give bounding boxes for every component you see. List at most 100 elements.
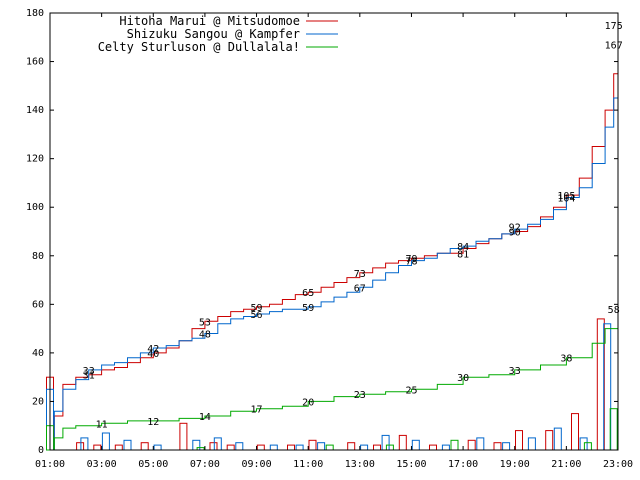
data-label-1-16: 67 — [354, 283, 366, 294]
bar-0-25 — [347, 442, 356, 451]
y-tick-label-5: 100 — [26, 202, 44, 213]
bar-1-28 — [381, 434, 390, 451]
y-tick-label-7: 140 — [26, 105, 44, 116]
bar-0-16 — [226, 444, 235, 451]
legend-label-1: Shizuku Sangou @ Kampfer — [127, 27, 300, 41]
data-label-0-2: 53 — [199, 317, 211, 328]
bar-0-27 — [373, 444, 381, 451]
data-label-1-12: 42 — [147, 344, 159, 355]
data-label-1-20: 104 — [557, 194, 575, 205]
data-label-1-15: 59 — [302, 303, 314, 314]
bar-1-38 — [502, 442, 511, 451]
bar-0-5 — [93, 444, 102, 451]
bar-1-17 — [235, 442, 244, 451]
data-label-2-27: 23 — [354, 390, 366, 401]
y-tick-label-6: 120 — [26, 154, 44, 165]
x-tick-label-7: 15:00 — [396, 459, 426, 470]
bar-1-6 — [101, 432, 110, 451]
bar-0-41 — [545, 430, 554, 451]
y-tick-label-9: 180 — [26, 8, 44, 19]
bar-0-9 — [140, 442, 149, 451]
bar-0-39 — [515, 430, 523, 451]
lines-layer — [50, 25, 619, 451]
data-label-0-5: 73 — [354, 269, 366, 280]
bar-0-35 — [467, 439, 476, 451]
bar-0-3 — [76, 442, 85, 451]
data-label-2-23: 12 — [147, 417, 159, 428]
series-line-1 — [50, 44, 619, 451]
data-label-2-29: 30 — [457, 373, 469, 384]
data-label-0-1: 40 — [147, 349, 159, 360]
bar-1-42 — [553, 427, 562, 451]
data-label-1-14: 56 — [250, 310, 262, 321]
x-tick-label-10: 21:00 — [551, 459, 581, 470]
data-label-1-18: 84 — [457, 242, 469, 253]
data-label-0-3: 59 — [250, 303, 262, 314]
y-tick-label-2: 40 — [32, 348, 44, 359]
data-label-2-25: 17 — [250, 405, 262, 416]
bar-0-14 — [209, 442, 218, 451]
bar-2-29 — [385, 444, 394, 451]
bar-2-45 — [583, 442, 592, 451]
bar-0-43 — [571, 413, 579, 451]
data-label-1-13: 48 — [199, 330, 211, 341]
data-label-0-0: 31 — [83, 371, 95, 382]
data-label-0-9: 105 — [557, 191, 575, 202]
x-tick-label-9: 19:00 — [500, 459, 530, 470]
data-label-1-19: 92 — [509, 223, 521, 234]
data-label-2-30: 33 — [509, 366, 521, 377]
x-tick-label-6: 13:00 — [345, 459, 375, 470]
data-label-2-26: 20 — [302, 397, 314, 408]
data-label-2-31: 38 — [560, 354, 572, 365]
x-tick-label-0: 01:00 — [35, 459, 65, 470]
bar-1-36 — [476, 437, 485, 451]
bar-0-7 — [114, 444, 123, 451]
y-tick-label-3: 60 — [32, 299, 44, 310]
bar-1-4 — [80, 437, 89, 451]
y-tick-label-1: 20 — [32, 396, 44, 407]
bar-1-10 — [153, 444, 162, 451]
data-label-1-11: 33 — [83, 366, 95, 377]
bar-0-37 — [493, 442, 502, 451]
bar-1-8 — [123, 439, 132, 451]
data-label-2-22: 11 — [96, 419, 108, 430]
data-label-1-17: 78 — [405, 257, 417, 268]
x-tick-label-1: 03:00 — [87, 459, 117, 470]
bar-0-32 — [429, 444, 437, 451]
bar-2-34 — [450, 439, 459, 451]
x-tick-label-5: 11:00 — [293, 459, 323, 470]
data-label-0-6: 79 — [405, 254, 417, 265]
series-line-2 — [50, 309, 619, 451]
data-label-1-21: 167 — [605, 41, 623, 52]
axes-layer: 0 20 40 60 80 100 120 140 160 180 01:00 03:00 05:00 0… — [26, 8, 633, 470]
series-line-0 — [50, 25, 619, 451]
x-tick-label-8: 17:00 — [448, 459, 478, 470]
y-tick-label-8: 160 — [26, 57, 44, 68]
bar-0-18 — [256, 444, 265, 451]
bar-1-15 — [213, 437, 222, 451]
data-label-2-28: 25 — [405, 385, 417, 396]
bar-1-12 — [192, 439, 201, 451]
bar-1-19 — [269, 444, 278, 451]
data-label-2-32: 58 — [608, 305, 620, 316]
legend-label-2: Celty Sturluson @ Dullalala! — [98, 40, 300, 54]
data-label-0-8: 90 — [509, 228, 521, 239]
legend-label-0: Hitoha Marui @ Mitsudomoe — [119, 14, 300, 28]
bar-0-22 — [308, 439, 317, 451]
bar-1-26 — [360, 444, 369, 451]
bar-0-11 — [179, 422, 188, 451]
x-tick-label-2: 05:00 — [138, 459, 168, 470]
y-tick-label-4: 80 — [32, 251, 44, 262]
bar-1-21 — [295, 444, 304, 451]
bar-2-48 — [609, 408, 618, 451]
bar-1-31 — [411, 439, 420, 451]
x-tick-label-4: 09:00 — [241, 459, 271, 470]
bar-1-33 — [441, 444, 450, 451]
bar-1-44 — [579, 437, 588, 451]
bar-0-30 — [398, 434, 407, 451]
data-label-2-24: 14 — [199, 412, 211, 423]
bar-2-24 — [325, 444, 334, 451]
